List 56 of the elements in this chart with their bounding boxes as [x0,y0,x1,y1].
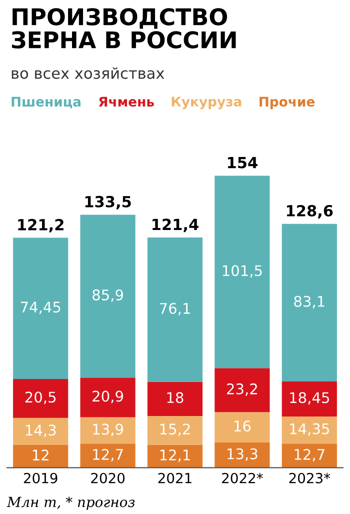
bar [282,444,337,468]
data-label: 74,45 [20,302,60,314]
bar [80,417,136,444]
data-label: 20,9 [92,390,124,404]
data-label: 14,35 [290,423,329,436]
bar [214,412,270,443]
text: Ячмень [98,96,154,107]
total-label: 133,5 [85,196,131,210]
bar [80,378,136,418]
data-label: 12 [32,450,48,460]
bar [214,442,270,468]
total-label: 128,6 [286,204,333,218]
bar [13,378,68,418]
bar [147,382,203,416]
x-tick-label: 2020 [91,472,125,484]
data-label: 13,9 [93,424,124,436]
data-label: 13,3 [228,448,258,461]
bar [282,381,337,416]
text: Кукуруза [172,96,242,110]
bar [147,238,203,382]
data-label: 101,5 [222,265,262,278]
data-label: 23,2 [227,383,257,396]
bar [13,418,68,445]
total-label: 121,2 [18,218,64,232]
chart-title: ПРОИЗВОДСТВО ЗЕРНА В РОССИИ [12,8,236,48]
data-label: 16 [234,420,251,432]
x-tick-label: 2022* [222,472,263,484]
bar [214,368,270,412]
data-label: 14,3 [26,424,56,438]
bar [282,224,337,382]
bar [80,214,136,378]
data-label: 12,7 [93,448,123,462]
data-label: 12,7 [294,448,324,462]
total-label: 154 [228,157,258,168]
bar [13,238,68,379]
chart-subtitle: во всех хозяйствах [12,67,164,79]
x-tick-label: 2023* [289,472,330,484]
data-label: 85,9 [92,289,124,302]
data-label: 76,1 [160,302,190,316]
total-label: 121,4 [152,218,198,232]
bar [214,176,270,368]
data-label: 18 [167,392,184,404]
data-label: 12,1 [160,449,190,462]
text: Пшеница [12,96,81,108]
data-label: 15,2 [160,424,190,436]
x-tick-label: 2019 [24,472,58,484]
bar [13,444,68,468]
x-tick-label: 2021 [158,472,192,484]
data-label: 20,5 [25,392,56,404]
bar [80,444,136,468]
data-label: 18,45 [290,392,329,405]
bar [147,416,203,445]
data-label: 83,1 [294,296,324,308]
text: Прочие [260,96,315,110]
bar [282,416,337,444]
text: Млн т, * прогноз [6,496,135,510]
